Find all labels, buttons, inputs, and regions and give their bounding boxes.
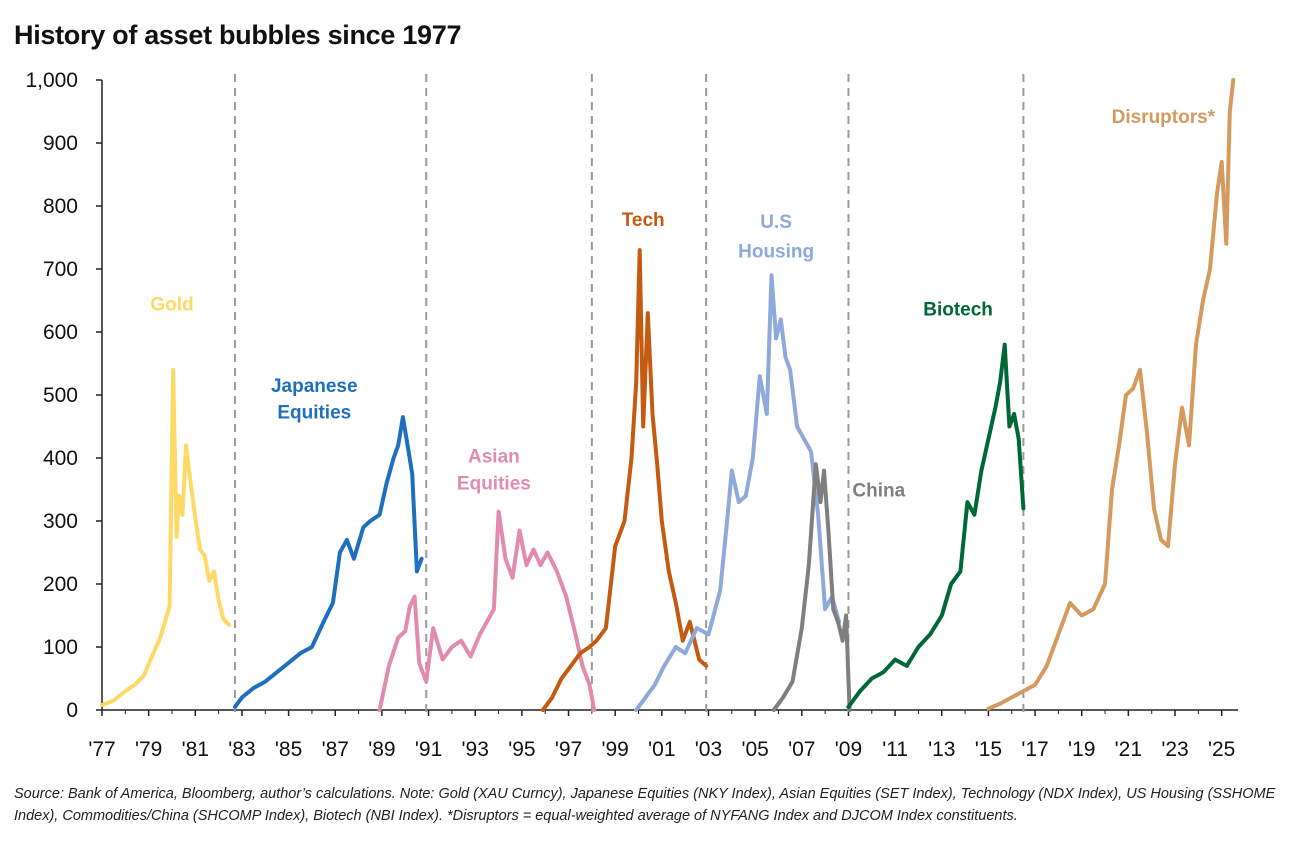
x-tick-label: '83 bbox=[228, 738, 255, 761]
x-tick-label: '13 bbox=[928, 738, 955, 761]
series-label-japanese-equities: Equities bbox=[277, 402, 351, 423]
series-label-disruptors: Disruptors* bbox=[1112, 107, 1216, 128]
chart-title: History of asset bubbles since 1977 bbox=[14, 20, 462, 50]
series-label-biotech: Biotech bbox=[923, 300, 993, 321]
y-tick-label: 500 bbox=[43, 384, 78, 407]
x-tick-label: '25 bbox=[1208, 738, 1235, 761]
series-label-u-s-housing: U.S bbox=[760, 212, 792, 233]
series-label-asian-equities: Asian bbox=[468, 446, 520, 467]
x-tick-label: '91 bbox=[415, 738, 442, 761]
series-line-gold bbox=[100, 367, 232, 707]
axes-group: 0 100 200 300 400 500 600 700 800 900 1,000 '77 '79 '… bbox=[25, 69, 1238, 761]
x-tick-label: '19 bbox=[1068, 738, 1095, 761]
x-tick-label: '89 bbox=[368, 738, 395, 761]
x-tick-label: '21 bbox=[1115, 738, 1142, 761]
series-line-china bbox=[771, 462, 852, 712]
x-tick-label: '07 bbox=[788, 738, 815, 761]
x-tick-label: '15 bbox=[975, 738, 1002, 761]
x-tick-label: '81 bbox=[182, 738, 209, 761]
x-tick-label: '23 bbox=[1161, 738, 1188, 761]
series-label-asian-equities: Equities bbox=[457, 474, 531, 495]
series-label-gold: Gold bbox=[150, 295, 193, 316]
series-line-disruptors bbox=[986, 78, 1236, 711]
y-tick-label: 0 bbox=[66, 699, 78, 722]
series-line-asian-equities bbox=[377, 509, 597, 712]
x-tick-label: '09 bbox=[835, 738, 862, 761]
x-tick-label: '03 bbox=[695, 738, 722, 761]
x-tick-label: '85 bbox=[275, 738, 302, 761]
y-tick-label: 400 bbox=[43, 447, 78, 470]
series-line-u-s-housing bbox=[634, 273, 842, 712]
series-label-u-s-housing: Housing bbox=[738, 242, 814, 263]
series-line-japanese-equities bbox=[233, 415, 424, 709]
y-tick-label: 900 bbox=[43, 132, 78, 155]
series-line-tech bbox=[540, 248, 709, 712]
series-labels: Gold Japanese Equities Asian Equities Tech U.S… bbox=[150, 107, 1215, 502]
y-tick-label: 800 bbox=[43, 195, 78, 218]
x-tick-label: '01 bbox=[648, 738, 675, 761]
x-tick-label: '11 bbox=[882, 738, 908, 761]
y-tick-label: 100 bbox=[43, 636, 78, 659]
y-tick-label: 1,000 bbox=[25, 69, 78, 92]
divider-lines bbox=[233, 74, 1025, 716]
y-tick-label: 700 bbox=[43, 258, 78, 281]
series-group bbox=[100, 78, 1236, 712]
chart-svg: 0 100 200 300 400 500 600 700 800 900 1,000 '77 '79 '… bbox=[25, 69, 1238, 761]
series-label-china: China bbox=[852, 481, 905, 502]
x-tick-label: '05 bbox=[741, 738, 768, 761]
x-tick-label: '77 bbox=[88, 738, 115, 761]
series-label-japanese-equities: Japanese bbox=[271, 376, 358, 397]
x-tick-label: '87 bbox=[322, 738, 349, 761]
x-tick-label: '93 bbox=[462, 738, 489, 761]
y-tick-label: 200 bbox=[43, 573, 78, 596]
x-tick-label: '95 bbox=[508, 738, 535, 761]
series-line-biotech bbox=[846, 342, 1026, 709]
y-tick-label: 300 bbox=[43, 510, 78, 533]
x-tick-label: '79 bbox=[135, 738, 162, 761]
source-note: Source: Bank of America, Bloomberg, auth… bbox=[14, 786, 1276, 824]
x-tick-label: '97 bbox=[555, 738, 582, 761]
series-label-tech: Tech bbox=[622, 210, 665, 231]
x-tick-label: '99 bbox=[601, 738, 628, 761]
x-tick-label: '17 bbox=[1021, 738, 1048, 761]
y-tick-label: 600 bbox=[43, 321, 78, 344]
